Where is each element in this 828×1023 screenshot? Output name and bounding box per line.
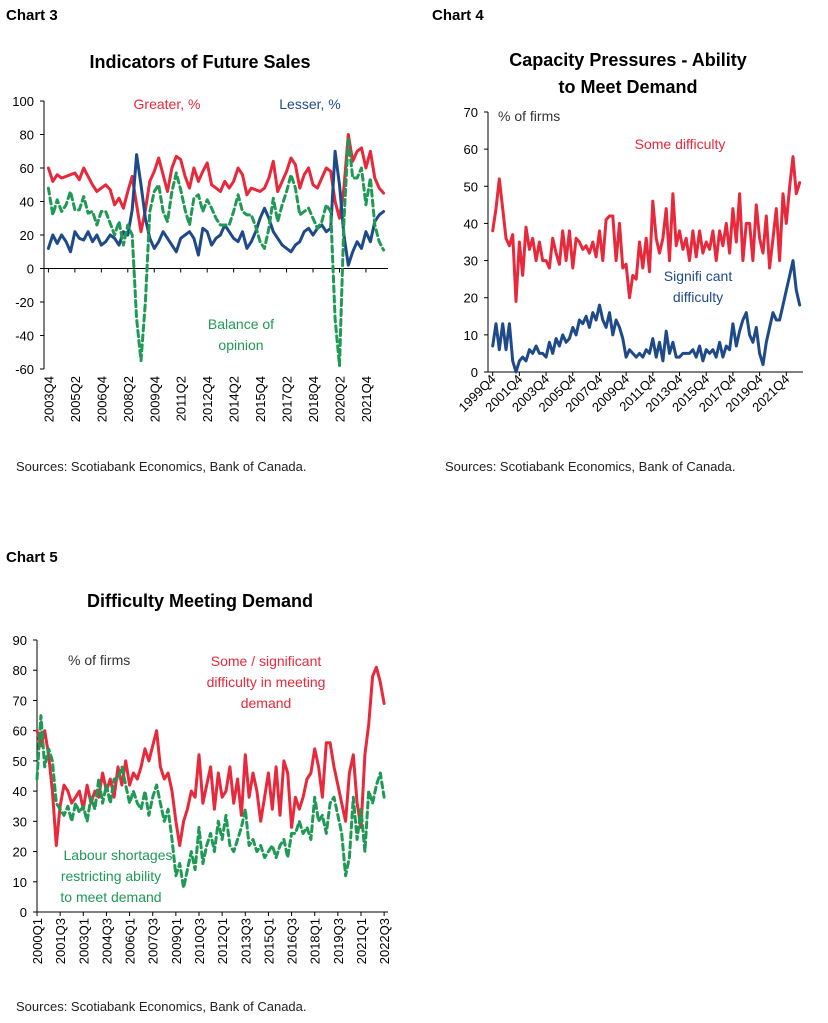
series-line <box>46 136 386 368</box>
y-tick-label: 60 <box>464 142 478 157</box>
source-note: Sources: Scotiabank Economics, Bank of C… <box>16 459 307 474</box>
x-tick-label: 2012Q4 <box>200 376 215 422</box>
y-tick-label: 50 <box>13 754 27 769</box>
chart-5: Chart 5 Difficulty Meeting Demand 90 80 70 60… <box>6 549 392 1014</box>
y-tick-label: 40 <box>464 216 478 231</box>
x-tick-label: 2008Q2 <box>121 376 136 422</box>
x-tick-label: 2006Q1 <box>123 918 138 964</box>
y-tick-label: 100 <box>12 94 34 109</box>
chart-title-line: Capacity Pressures - Ability <box>509 50 746 70</box>
y-tick-label: 70 <box>13 693 27 708</box>
x-tick-label: 2021Q4 <box>359 376 374 422</box>
series-annotation: Balance of <box>208 316 274 332</box>
y-tick-label: 0 <box>20 905 27 920</box>
chart-4: Chart 4 Capacity Pressures - Ability to Me… <box>432 7 803 474</box>
x-tick-label: 2015Q1 <box>261 918 276 964</box>
y-tick-label: 90 <box>13 633 27 648</box>
series-annotation: restricting ability <box>61 868 161 884</box>
chart-title: Indicators of Future Sales <box>89 52 310 72</box>
x-tick-label: 2015Q4 <box>253 376 268 422</box>
x-tick-label: 2016Q3 <box>285 918 300 964</box>
series-annotation: difficulty in meeting <box>207 674 326 690</box>
x-tick-label: 2003Q1 <box>76 918 91 964</box>
chart-title-line: to Meet Demand <box>558 77 697 97</box>
x-tick-label: 2022Q3 <box>377 918 392 964</box>
x-tick-label: 2018Q1 <box>308 918 323 964</box>
chart-label: Chart 3 <box>6 7 58 24</box>
y-tick-label: 10 <box>464 328 478 343</box>
y-unit-note: % of firms <box>498 108 560 124</box>
x-tick-label: 2014Q2 <box>227 376 242 422</box>
series-annotation: Some / significant <box>211 653 322 669</box>
x-tick-label: 2004Q3 <box>99 918 114 964</box>
y-tick-label: -20 <box>15 295 34 310</box>
series-annotation: to meet demand <box>60 889 161 905</box>
x-tick-label: 2013Q3 <box>238 918 253 964</box>
chart-3: Chart 3 Indicators of Future Sales 100 80 60… <box>6 7 388 474</box>
y-tick-label: 40 <box>13 784 27 799</box>
y-tick-label: 30 <box>13 814 27 829</box>
series-annotation: Signifi cant <box>664 268 733 284</box>
y-tick-label: -60 <box>15 362 34 377</box>
series-annotation: Greater, % <box>134 96 201 112</box>
y-tick-label: 30 <box>464 254 478 269</box>
source-note: Sources: Scotiabank Economics, Bank of C… <box>445 459 736 474</box>
y-tick-label: 80 <box>20 128 34 143</box>
y-unit-note: % of firms <box>68 652 130 668</box>
x-tick-label: 2005Q2 <box>68 376 83 422</box>
series-annotation: Some difficulty <box>635 136 726 152</box>
series-annotation: Lesser, % <box>279 96 340 112</box>
x-tick-label: 2006Q4 <box>94 376 109 422</box>
y-tick-label: 20 <box>20 228 34 243</box>
x-tick-label: 2018Q4 <box>306 376 321 422</box>
x-tick-label: 2011Q2 <box>174 376 189 421</box>
y-tick-label: -40 <box>15 329 34 344</box>
series-annotation: opinion <box>218 337 263 353</box>
chart-label: Chart 4 <box>432 7 484 24</box>
y-tick-label: 70 <box>464 105 478 120</box>
x-tick-label: 2000Q1 <box>30 918 45 964</box>
x-tick-label: 2021Q1 <box>354 918 369 964</box>
series-annotation: difficulty <box>673 289 723 305</box>
x-tick-label: 2010Q3 <box>192 918 207 964</box>
x-tick-label: 2017Q2 <box>280 376 295 422</box>
chart-title: Difficulty Meeting Demand <box>87 591 313 611</box>
y-tick-label: 0 <box>471 365 478 380</box>
series-annotation: Labour shortages <box>64 847 173 863</box>
x-tick-label: 2019Q3 <box>331 918 346 964</box>
x-tick-label: 2007Q3 <box>146 918 161 964</box>
series-annotation: demand <box>241 695 292 711</box>
y-tick-label: 10 <box>13 875 27 890</box>
series-line <box>46 149 386 267</box>
y-tick-label: 80 <box>13 663 27 678</box>
y-tick-label: 40 <box>20 195 34 210</box>
y-tick-label: 60 <box>13 724 27 739</box>
y-tick-label: 0 <box>27 262 34 277</box>
source-note: Sources: Scotiabank Economics, Bank of C… <box>16 999 307 1014</box>
y-tick-label: 50 <box>464 179 478 194</box>
series-line <box>35 714 386 890</box>
series-line <box>35 665 386 847</box>
x-tick-label: 2009Q1 <box>169 918 184 964</box>
series-line <box>491 259 802 374</box>
x-tick-label: 2003Q4 <box>41 376 56 422</box>
y-tick-label: 20 <box>464 291 478 306</box>
y-tick-label: 60 <box>20 161 34 176</box>
x-tick-label: 2020Q2 <box>332 376 347 422</box>
x-tick-label: 2009Q4 <box>147 376 162 422</box>
chart-label: Chart 5 <box>6 549 58 566</box>
x-tick-label: 2012Q1 <box>215 918 230 964</box>
series-line <box>491 155 802 303</box>
y-tick-label: 20 <box>13 845 27 860</box>
x-tick-label: 2001Q3 <box>53 918 68 964</box>
series-line <box>46 133 386 234</box>
